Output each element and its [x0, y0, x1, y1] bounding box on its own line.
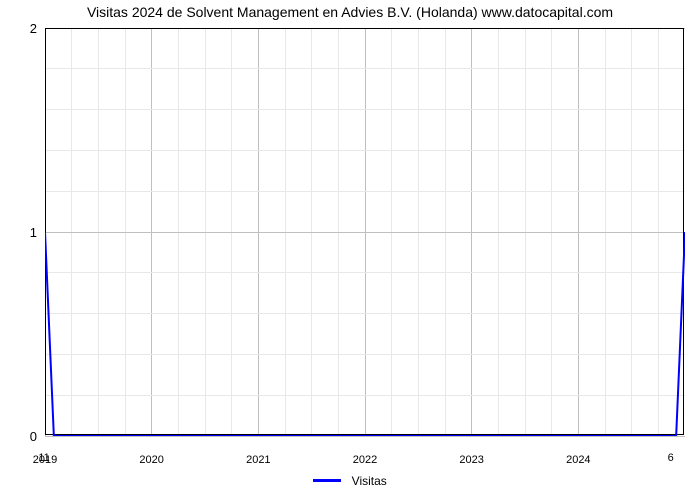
legend-label: Visitas [352, 474, 387, 488]
x-tick-label: 2020 [132, 454, 172, 466]
y-tick-label: 0 [30, 429, 37, 444]
legend-swatch [313, 479, 341, 482]
chart-title-text: Visitas 2024 de Solvent Management en Ad… [87, 4, 613, 20]
annotation: 6 [668, 452, 674, 464]
series-line [45, 232, 685, 436]
x-tick-label: 2024 [558, 454, 598, 466]
y-tick-label: 2 [30, 21, 37, 36]
annotation: 11 [38, 452, 49, 464]
line-series [45, 28, 685, 436]
y-tick-label: 1 [30, 225, 37, 240]
x-tick-label: 2023 [452, 454, 492, 466]
legend: Visitas [0, 472, 700, 490]
chart-container: Visitas 2024 de Solvent Management en Ad… [0, 0, 700, 500]
chart-title: Visitas 2024 de Solvent Management en Ad… [0, 4, 700, 22]
x-tick-label: 2021 [238, 454, 278, 466]
plot-area [45, 28, 685, 436]
x-tick-label: 2022 [345, 454, 385, 466]
